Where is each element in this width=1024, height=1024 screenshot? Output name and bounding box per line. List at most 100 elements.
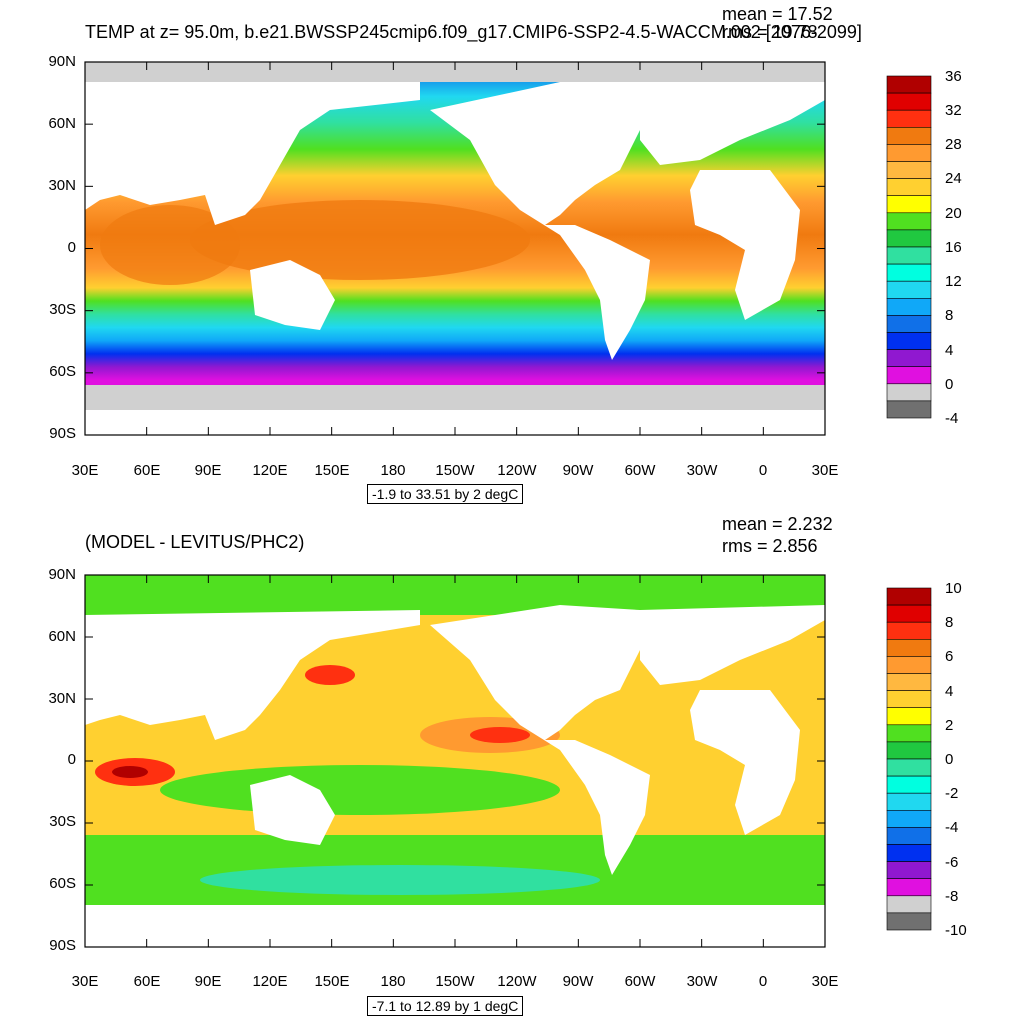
colorbar-swatch (886, 75, 932, 94)
bottom-land-americas (430, 605, 650, 875)
bottom-lat-90s: 90S (49, 937, 76, 954)
bottom-lon-label: 60W (624, 973, 656, 990)
colorbar-swatch (886, 297, 932, 316)
bottom-lat-0: 0 (67, 751, 76, 768)
axis-ticks (84, 61, 826, 948)
colorbar-swatch (886, 861, 932, 879)
bottom-land-eurasia (85, 610, 420, 740)
bottom-pacific-band (160, 765, 560, 815)
top-colorbar (886, 75, 932, 419)
top-mean-label: mean = 17.52 (722, 4, 833, 24)
colorbar-swatch (886, 246, 932, 265)
top-lon-label: 150E (314, 462, 350, 479)
top-cb-label: 12 (945, 273, 962, 290)
bottom-lon-label: 150E (314, 973, 350, 990)
top-lon-label: 30W (686, 462, 718, 479)
top-lon-label: 60E (133, 462, 161, 479)
bottom-indian-core (112, 766, 148, 778)
bottom-cb-label: 4 (945, 683, 954, 700)
bottom-southern-cool (200, 865, 600, 895)
colorbar-swatch (886, 604, 932, 623)
bottom-cb-label: 6 (945, 648, 954, 665)
top-lon-label: 150W (435, 462, 475, 479)
colorbar-swatch (886, 212, 932, 231)
colorbar-swatch (886, 621, 932, 640)
colorbar-swatch (886, 109, 932, 128)
colorbar-swatch (886, 144, 932, 162)
top-lon-label: 90E (194, 462, 222, 479)
top-land-europe (640, 82, 825, 165)
bottom-land-africa (690, 690, 800, 835)
top-lat-30s: 30S (49, 301, 76, 318)
bottom-cb-label: -2 (945, 785, 959, 802)
colorbar-swatch (886, 844, 932, 862)
bottom-lon-label: 150W (435, 973, 475, 990)
bottom-cb-label: 10 (945, 580, 962, 597)
top-cb-label: 8 (945, 307, 954, 324)
colorbar-swatch (886, 229, 932, 248)
colorbar-swatch (886, 332, 932, 350)
top-cb-label: 24 (945, 170, 962, 187)
bottom-cb-label: 0 (945, 751, 954, 768)
top-lon-label: 120E (252, 462, 288, 479)
top-lon-label: 120W (497, 462, 537, 479)
top-indian-warm (100, 205, 240, 285)
colorbar-swatch (886, 127, 932, 145)
bottom-mean-label: mean = 2.232 (722, 514, 833, 534)
bottom-cb-label: -6 (945, 854, 959, 871)
bottom-lon-label: 120E (252, 973, 288, 990)
bottom-map-panel (84, 574, 826, 948)
top-lon-label: 30E (71, 462, 99, 479)
top-cb-label: 0 (945, 376, 954, 393)
top-contour-info: -1.9 to 33.51 by 2 degC (367, 484, 524, 504)
bottom-lon-label: 90W (562, 973, 594, 990)
top-cb-label: 16 (945, 239, 962, 256)
bottom-pacific-hot (470, 727, 530, 743)
bottom-lon-label: 30W (686, 973, 718, 990)
bottom-cb-label: 2 (945, 717, 954, 734)
bottom-land-europe (640, 605, 825, 685)
colorbar-swatch (886, 827, 932, 845)
bottom-kuroshio (305, 665, 355, 685)
top-lon-label: 90W (562, 462, 594, 479)
bottom-land-australia (250, 775, 335, 845)
top-antarctic-ice (85, 385, 825, 410)
top-lat-30n: 30N (48, 177, 76, 194)
bottom-lat-60s: 60S (49, 875, 76, 892)
top-warm-pool (190, 200, 530, 280)
bottom-lat-60n: 60N (48, 628, 76, 645)
top-land-australia (250, 260, 335, 330)
colorbar-swatch (886, 587, 932, 606)
colorbar-swatch (886, 263, 932, 282)
top-cb-label: 20 (945, 205, 962, 222)
colorbar-swatch (886, 315, 932, 333)
colorbar-swatch (886, 349, 932, 368)
colorbar-swatch (886, 707, 932, 726)
bottom-cb-label: -4 (945, 819, 959, 836)
colorbar-swatch (886, 161, 932, 179)
colorbar-swatch (886, 690, 932, 708)
top-rms-label: rms = 19.78 (722, 22, 818, 42)
bottom-contour-info: -7.1 to 12.89 by 1 degC (367, 996, 524, 1016)
top-lat-90n: 90N (48, 53, 76, 70)
colorbar-swatch (886, 638, 932, 657)
bottom-lon-label: 30E (71, 973, 99, 990)
colorbar-swatch (886, 741, 932, 760)
bottom-lat-30n: 30N (48, 690, 76, 707)
colorbar-swatch (886, 366, 932, 385)
top-title: TEMP at z= 95.0m, b.e21.BWSSP245cmip6.f0… (85, 22, 862, 42)
top-cb-label: 4 (945, 342, 954, 359)
colorbar-swatch (886, 280, 932, 299)
bottom-lon-label: 120W (497, 973, 537, 990)
colorbar-swatch (886, 400, 932, 419)
colorbar-swatch (886, 178, 932, 197)
bottom-lat-30s: 30S (49, 813, 76, 830)
bottom-cb-label: -8 (945, 888, 959, 905)
top-land-africa (690, 170, 800, 320)
colorbar-swatch (886, 809, 932, 828)
bottom-lon-label: 90E (194, 973, 222, 990)
colorbar-swatch (886, 673, 932, 691)
colorbar-swatch (886, 92, 932, 111)
colorbar-swatch (886, 895, 932, 914)
